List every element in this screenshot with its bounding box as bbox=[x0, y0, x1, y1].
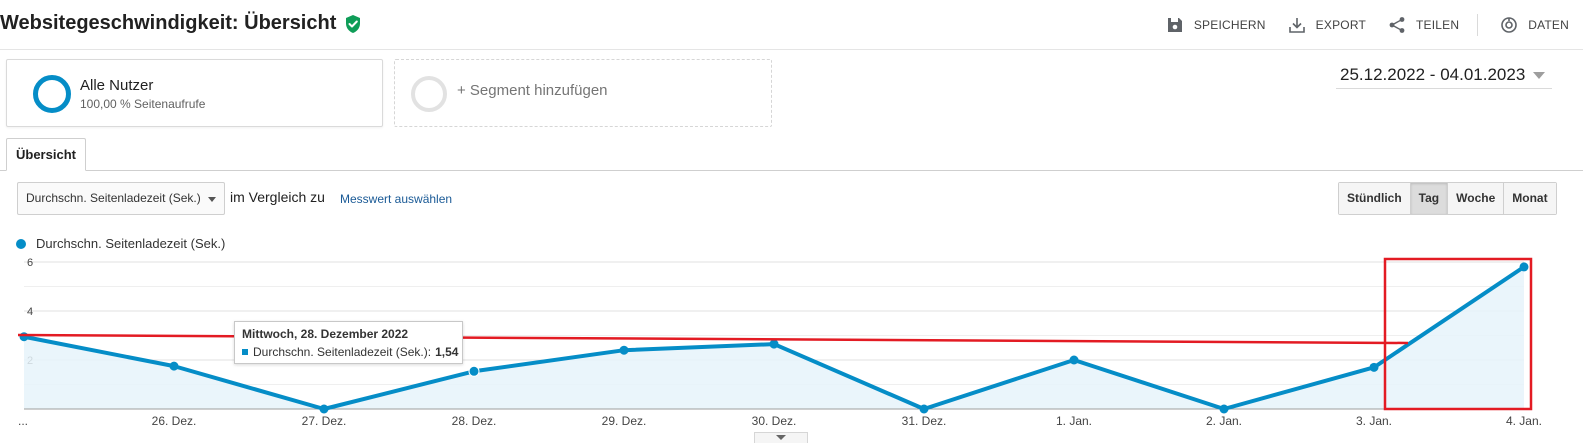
add-segment-label: + Segment hinzufügen bbox=[457, 82, 608, 99]
segment-subtitle: 100,00 % Seitenaufrufe bbox=[80, 97, 206, 111]
annotation-trend-line bbox=[17, 333, 1409, 345]
x-tick-label: 3. Jan. bbox=[1356, 414, 1392, 428]
data-point bbox=[619, 345, 629, 355]
chevron-down-icon bbox=[776, 435, 786, 440]
share-button[interactable]: TEILEN bbox=[1388, 16, 1459, 34]
x-tick-label: 4. Jan. bbox=[1506, 414, 1542, 428]
shield-check-icon bbox=[346, 14, 361, 33]
chart-expand-handle[interactable] bbox=[754, 432, 808, 443]
tab-overview[interactable]: Übersicht bbox=[6, 138, 86, 171]
data-point bbox=[319, 404, 329, 414]
download-icon bbox=[1288, 18, 1305, 33]
data-point bbox=[1069, 355, 1079, 365]
tooltip-value: 1,54 bbox=[435, 345, 459, 359]
chart-tooltip: Mittwoch, 28. Dezember 2022 Durchschn. S… bbox=[234, 321, 463, 364]
tooltip-row: Durchschn. Seitenladezeit (Sek.): 1,54 bbox=[242, 345, 458, 359]
tooltip-metric: Durchschn. Seitenladezeit (Sek.): bbox=[253, 345, 432, 359]
data-point bbox=[1369, 362, 1379, 372]
x-tick-label: 31. Dez. bbox=[902, 414, 947, 428]
date-range-text: 25.12.2022 - 04.01.2023 bbox=[1340, 65, 1526, 84]
chart-legend: Durchschn. Seitenladezeit (Sek.) bbox=[16, 236, 225, 251]
x-tick-label: 29. Dez. bbox=[602, 414, 647, 428]
export-label: EXPORT bbox=[1315, 18, 1366, 32]
segment-name: Alle Nutzer bbox=[80, 77, 154, 94]
data-point bbox=[169, 361, 179, 371]
compare-label: im Vergleich zu bbox=[230, 189, 325, 205]
tooltip-series-swatch bbox=[242, 349, 248, 355]
save-button[interactable]: SPEICHERN bbox=[1166, 16, 1266, 34]
x-tick-label: 28. Dez. bbox=[452, 414, 497, 428]
chevron-down-icon bbox=[1533, 71, 1546, 79]
save-icon bbox=[1167, 18, 1182, 32]
segment-all-users[interactable]: Alle Nutzer 100,00 % Seitenaufrufe bbox=[6, 59, 383, 127]
report-header: Websitegeschwindigkeit: Übersicht SPEICH… bbox=[0, 0, 1583, 50]
y-tick-label: 6 bbox=[27, 257, 33, 269]
legend-label: Durchschn. Seitenladezeit (Sek.) bbox=[36, 236, 226, 251]
x-tick-label: 1. Jan. bbox=[1056, 414, 1092, 428]
data-point bbox=[468, 365, 480, 377]
page-title-text: Websitegeschwindigkeit: Übersicht bbox=[0, 12, 337, 34]
metric-select[interactable]: Durchschn. Seitenladezeit (Sek.) bbox=[17, 182, 225, 215]
series-area bbox=[24, 266, 1524, 409]
save-label: SPEICHERN bbox=[1193, 18, 1266, 32]
period-month-button[interactable]: Monat bbox=[1503, 183, 1556, 214]
chevron-down-icon bbox=[208, 197, 216, 202]
insights-label: DATEN bbox=[1528, 18, 1569, 32]
period-week-button[interactable]: Woche bbox=[1447, 183, 1504, 214]
segment-ring-icon bbox=[33, 75, 71, 113]
x-tick-label: 27. Dez. bbox=[302, 414, 347, 428]
share-label: TEILEN bbox=[1416, 18, 1460, 32]
export-button[interactable]: EXPORT bbox=[1288, 16, 1366, 34]
line-chart: 246...26. Dez.27. Dez.28. Dez.29. Dez.30… bbox=[17, 257, 1542, 428]
report-actions: SPEICHERN EXPORT TEILEN DATEN bbox=[1144, 14, 1569, 36]
tab-bar: Übersicht bbox=[0, 138, 1583, 171]
data-point bbox=[1519, 262, 1529, 272]
period-toggle: Stündlich Tag Woche Monat bbox=[1338, 182, 1557, 215]
insights-icon bbox=[1501, 17, 1518, 33]
pick-metric-link[interactable]: Messwert auswählen bbox=[340, 192, 453, 206]
x-tick-label: 30. Dez. bbox=[752, 414, 797, 428]
insights-button[interactable]: DATEN bbox=[1500, 16, 1569, 34]
tooltip-date: Mittwoch, 28. Dezember 2022 bbox=[242, 327, 409, 341]
add-segment-button[interactable]: + Segment hinzufügen bbox=[394, 59, 772, 127]
share-icon bbox=[1389, 17, 1405, 33]
x-tick-label: 26. Dez. bbox=[152, 414, 197, 428]
legend-dot-icon bbox=[16, 238, 26, 249]
data-point bbox=[919, 404, 929, 414]
period-hourly-button[interactable]: Stündlich bbox=[1339, 183, 1410, 214]
metric-select-value: Durchschn. Seitenladezeit (Sek.) bbox=[26, 191, 201, 205]
empty-segment-ring-icon bbox=[411, 76, 447, 112]
page-title: Websitegeschwindigkeit: Übersicht bbox=[0, 12, 362, 35]
data-point bbox=[19, 332, 29, 342]
data-point bbox=[1219, 404, 1229, 414]
data-point bbox=[769, 339, 779, 349]
x-tick-label: 2. Jan. bbox=[1206, 414, 1242, 428]
y-tick-label: 4 bbox=[27, 306, 33, 318]
x-tick-label: ... bbox=[18, 414, 28, 428]
period-day-button[interactable]: Tag bbox=[1409, 183, 1448, 214]
date-range-picker[interactable]: 25.12.2022 - 04.01.2023 bbox=[1336, 62, 1552, 89]
annotation-highlight-box bbox=[1383, 257, 1533, 411]
actions-divider bbox=[1477, 14, 1479, 36]
